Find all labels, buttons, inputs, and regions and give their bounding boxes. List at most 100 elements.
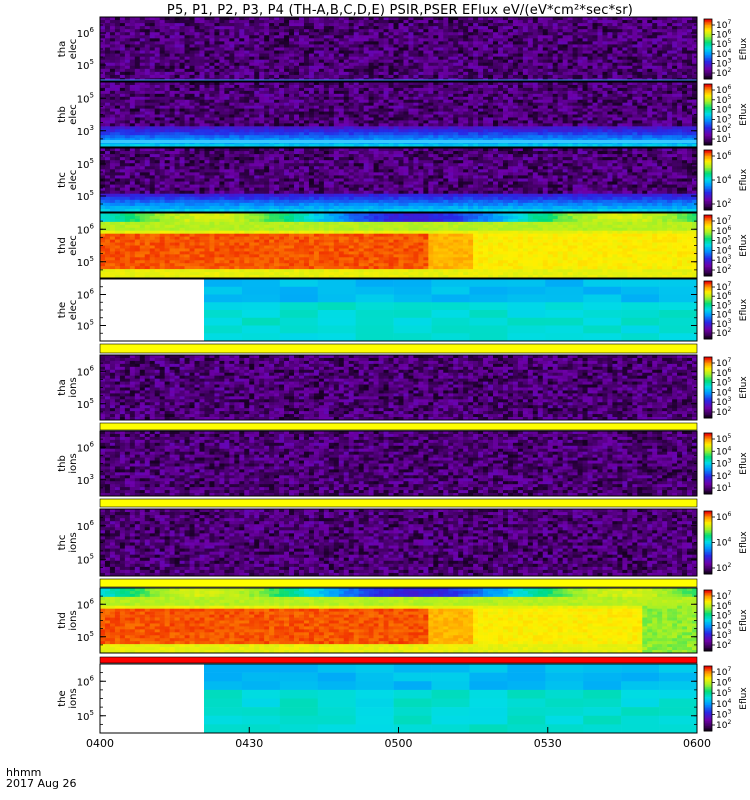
spectrogram-cell — [244, 65, 250, 70]
spectrogram-cell — [303, 20, 310, 24]
spectrogram-cell — [333, 74, 340, 79]
spectrogram-cell — [333, 90, 340, 95]
spectrogram-cell — [333, 47, 340, 51]
spectrogram-cell — [453, 99, 459, 103]
spectrogram-cell — [289, 20, 295, 24]
spectrogram-cell — [159, 108, 165, 112]
spectrogram-cell — [179, 138, 185, 142]
spectrogram-cell — [214, 23, 220, 27]
spectrogram-cell — [254, 114, 260, 118]
spectrogram-cell — [468, 26, 474, 30]
spectrogram-cell — [363, 53, 369, 57]
spectrogram-cell — [498, 120, 504, 124]
spectrogram-cell — [358, 102, 364, 106]
spectrogram-cell — [239, 132, 245, 136]
spectrogram-cell — [154, 105, 160, 109]
spectrogram-cell — [393, 62, 399, 67]
spectrogram-cell — [423, 120, 429, 124]
spectrogram-cell — [189, 41, 195, 45]
spectrogram-cell — [358, 87, 364, 92]
spectrogram-cell — [328, 129, 335, 133]
spectrogram-cell — [507, 117, 514, 121]
spectrogram-cell — [622, 111, 628, 115]
spectrogram-cell — [662, 20, 668, 24]
spectrogram-cell — [279, 47, 285, 51]
spectrogram-cell — [512, 20, 519, 24]
spectrogram-cell — [149, 71, 156, 76]
spectrogram-cell — [398, 68, 404, 73]
spectrogram-cell — [214, 96, 220, 101]
spectrogram-cell — [517, 38, 524, 42]
spectrogram-cell — [577, 99, 583, 103]
spectrogram-cell — [109, 126, 116, 130]
colorbar-label: Eflux — [739, 37, 749, 60]
spectrogram-cell — [144, 50, 151, 54]
spectrogram-cell — [398, 102, 404, 106]
spectrogram-cell — [219, 105, 225, 109]
spectrogram-cell — [493, 132, 499, 136]
spectrogram-cell — [100, 102, 106, 106]
spectrogram-cell — [607, 99, 613, 103]
spectrogram-cell — [373, 44, 379, 48]
spectrogram-cell — [179, 38, 185, 42]
spectrogram-cell — [114, 144, 121, 148]
spectrogram-cell — [522, 59, 529, 64]
spectrogram-cell — [254, 59, 260, 64]
spectrogram-cell — [637, 53, 643, 57]
spectrogram-cell — [632, 132, 638, 136]
spectrogram-cell — [219, 84, 225, 89]
spectrogram-cell — [458, 26, 464, 30]
spectrogram-cell — [139, 117, 146, 121]
spectrogram-cell — [328, 74, 335, 79]
spectrogram-cell — [657, 38, 663, 42]
spectrogram-cell — [249, 35, 255, 39]
spectrogram-cell — [244, 96, 250, 101]
spectrogram-cell — [323, 23, 330, 27]
spectrogram-cell — [463, 65, 469, 70]
spectrogram-cell — [209, 53, 215, 57]
spectrogram-cell — [174, 29, 180, 33]
spectrogram-cell — [358, 117, 364, 121]
spectrogram-cell — [647, 26, 653, 30]
spectrogram-cell — [547, 87, 554, 92]
spectrogram-cell — [169, 41, 175, 45]
spectrogram-cell — [552, 138, 558, 142]
spectrogram-cell — [607, 135, 613, 139]
spectrogram-cell — [403, 38, 409, 42]
spectrogram-cell — [567, 108, 573, 112]
spectrogram-cell — [279, 74, 285, 79]
spectrogram-cell — [547, 74, 554, 79]
spectrogram-cell — [502, 29, 509, 33]
spectrogram-cell — [144, 96, 151, 101]
spectrogram-cell — [502, 114, 509, 118]
spectrogram-cell — [438, 59, 444, 64]
spectrogram-cell — [244, 62, 250, 67]
spectrogram-cell — [303, 102, 310, 106]
spectrogram-cell — [602, 53, 608, 57]
spectrogram-cell — [473, 44, 479, 48]
spectrogram-cell — [562, 144, 568, 148]
spectrogram-cell — [607, 29, 613, 33]
colorbar-segment — [704, 74, 712, 77]
spectrogram-cell — [244, 144, 250, 148]
spectrogram-cell — [393, 126, 399, 130]
spectrogram-cell — [527, 62, 534, 67]
spectrogram-cell — [587, 47, 593, 51]
spectrogram-cell — [532, 26, 539, 30]
spectrogram-cell — [498, 123, 504, 127]
spectrogram-cell — [478, 114, 484, 118]
spectrogram-cell — [333, 23, 340, 27]
spectrogram-cell — [318, 68, 325, 73]
spectrogram-cell — [368, 44, 374, 48]
spectrogram-cell — [597, 38, 603, 42]
spectrogram-cell — [463, 144, 469, 148]
spectrogram-cell — [239, 41, 245, 45]
spectrogram-cell — [517, 44, 524, 48]
spectrogram-cell — [577, 87, 583, 92]
spectrogram-cell — [662, 65, 668, 70]
spectrogram-cell — [617, 93, 623, 98]
spectrogram-cell — [179, 117, 185, 121]
spectrogram-cell — [622, 123, 628, 127]
spectrogram-cell — [139, 114, 146, 118]
spectrogram-cell — [507, 93, 514, 98]
